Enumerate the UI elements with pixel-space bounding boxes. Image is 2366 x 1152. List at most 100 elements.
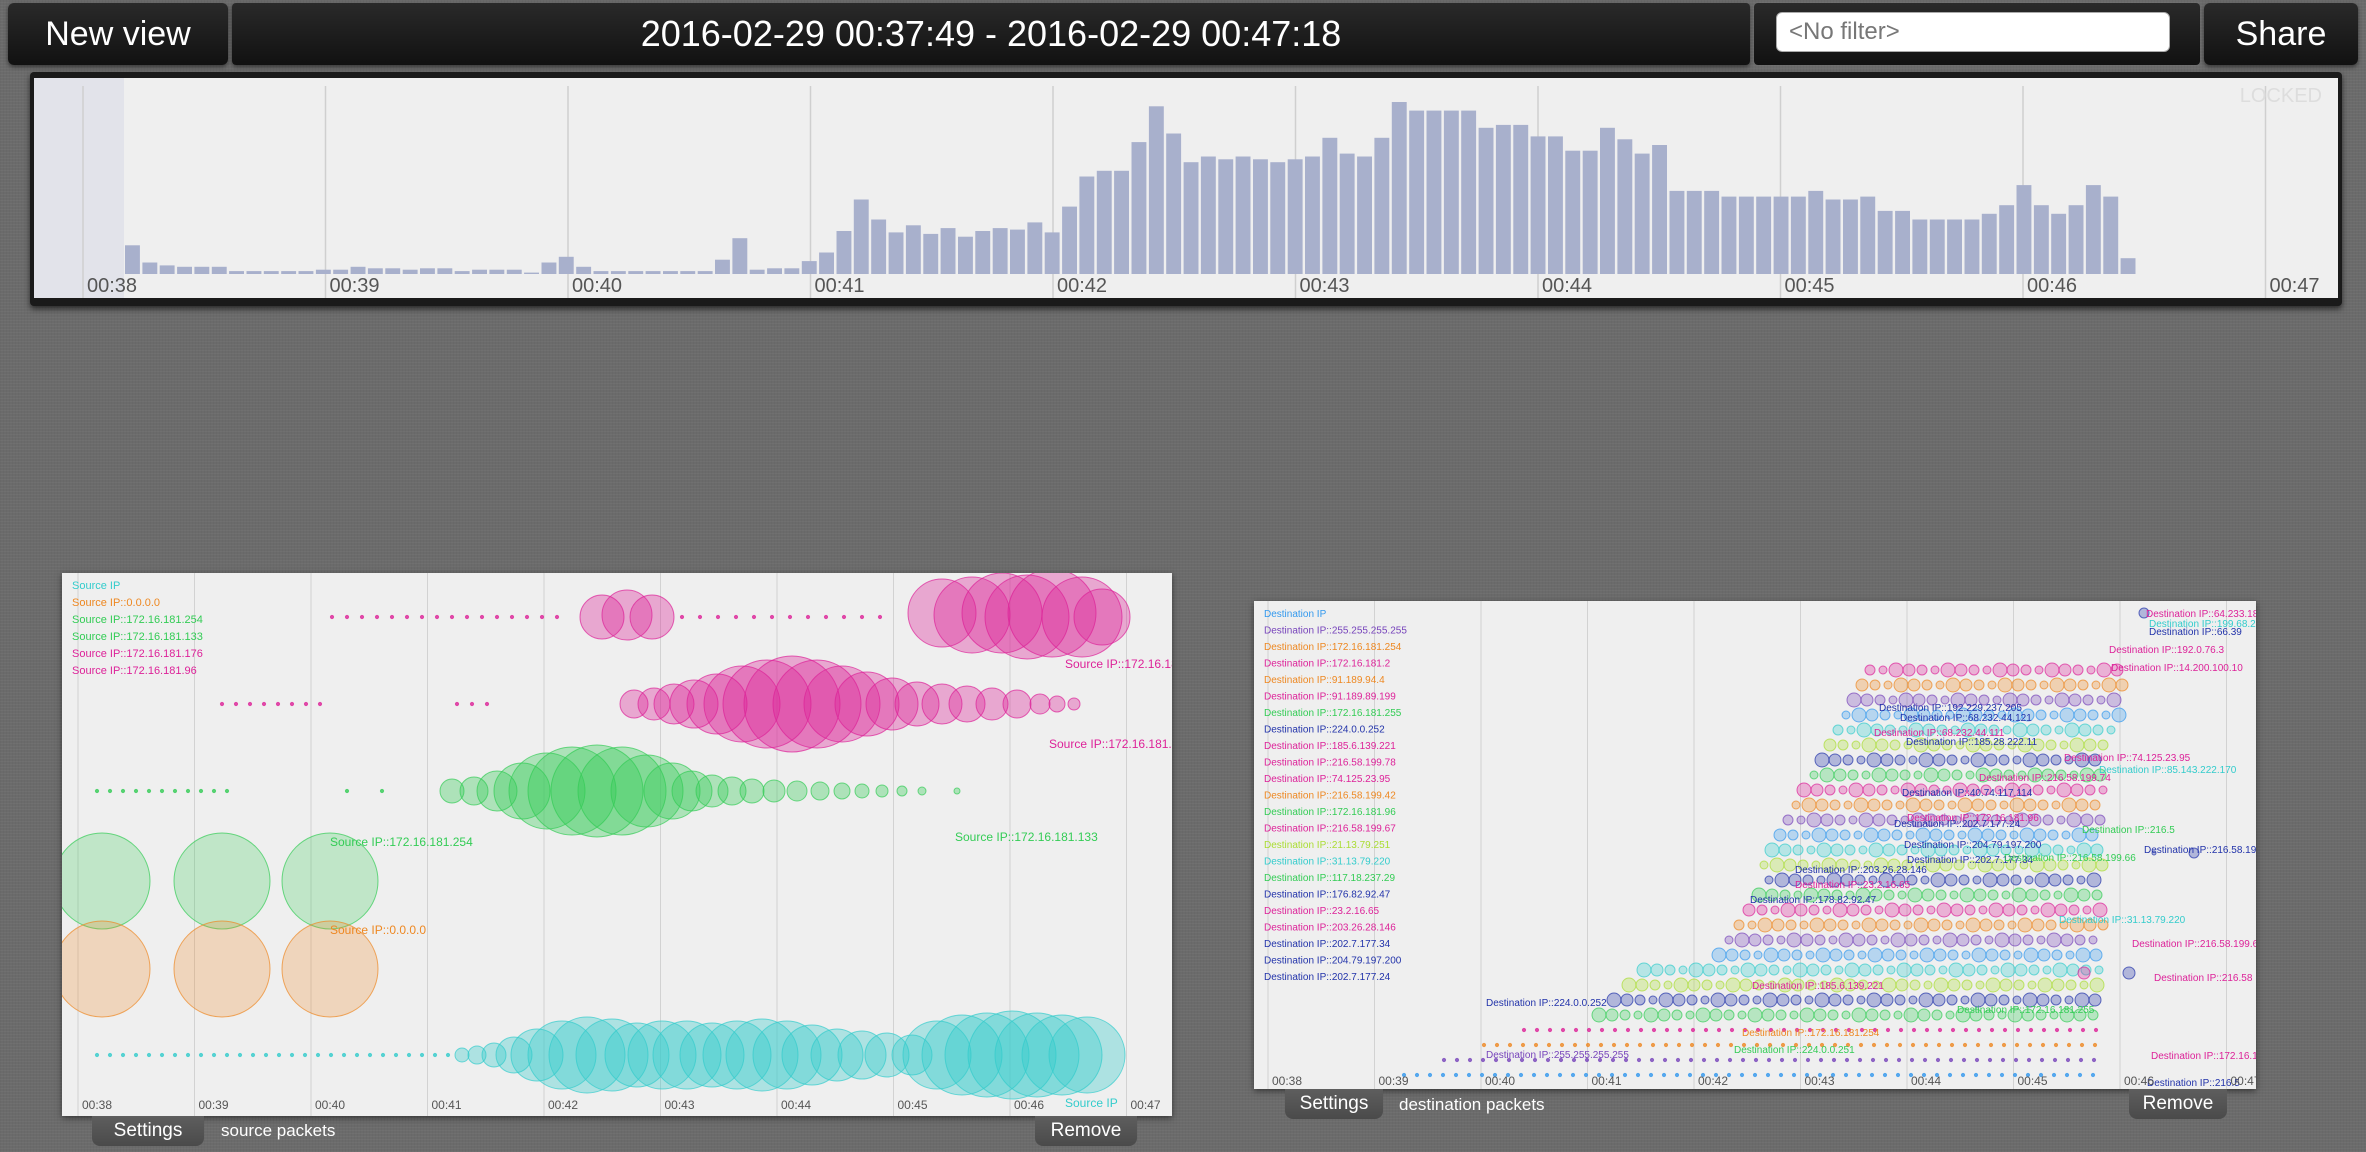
panel-tick-label: 00:38 — [82, 1098, 112, 1112]
timeline-bar — [2068, 205, 2084, 274]
data-bubble — [1954, 663, 1968, 677]
data-bubble — [1823, 918, 1837, 932]
data-bubble — [1945, 710, 1955, 720]
data-dot — [1677, 1027, 1683, 1033]
data-dot — [1687, 1072, 1693, 1078]
data-bubble — [2080, 813, 2094, 827]
data-bubble — [1946, 754, 1958, 766]
data-bubble — [810, 781, 830, 801]
data-bubble — [575, 1018, 649, 1092]
data-dot — [1674, 1072, 1680, 1078]
left-remove-button[interactable]: Remove — [1035, 1116, 1137, 1146]
data-bubble — [1716, 964, 1728, 976]
data-bubble — [2084, 784, 2096, 796]
data-bubble — [2030, 905, 2040, 915]
data-bubble — [1885, 768, 1899, 782]
data-dot — [1909, 1057, 1915, 1063]
legend-entry: Destination IP::176.82.92.47 — [1264, 890, 1391, 901]
data-dot — [1988, 1042, 1994, 1048]
data-dot — [2080, 1027, 2086, 1033]
data-bubble — [1948, 962, 1964, 978]
data-bubble — [1969, 708, 1983, 722]
data-bubble — [1907, 887, 1923, 903]
data-dot — [494, 614, 500, 620]
data-bubble — [1815, 798, 1829, 812]
series-annotation: Destination IP::216.58 — [2154, 973, 2253, 984]
new-view-button[interactable]: New view — [8, 3, 228, 65]
data-dot — [1518, 1072, 1524, 1078]
data-bubble — [1806, 812, 1822, 828]
filter-input[interactable] — [1776, 12, 2170, 52]
data-bubble — [1805, 979, 1817, 991]
data-bubble — [1843, 949, 1855, 961]
timeline-brush-selection[interactable] — [34, 78, 124, 298]
data-bubble — [1865, 708, 1879, 722]
series-annotation: Destination IP::216.5 — [2147, 1078, 2240, 1089]
data-bubble — [1970, 934, 1982, 946]
data-bubble — [1830, 843, 1844, 857]
data-dot — [224, 1052, 230, 1058]
data-bubble — [1747, 920, 1757, 930]
data-dot — [1882, 1072, 1888, 1078]
timeline-bar — [1895, 210, 1910, 274]
data-bubble — [1799, 1007, 1815, 1023]
data-dot — [1494, 1042, 1500, 1048]
share-button[interactable]: Share — [2204, 3, 2358, 65]
data-bubble — [1828, 993, 1842, 1007]
left-panel-title: source packets — [221, 1121, 336, 1140]
data-bubble — [1868, 875, 1878, 885]
data-bubble — [1999, 949, 2011, 961]
data-bubble — [1867, 798, 1881, 812]
data-bubble — [1972, 875, 1982, 885]
data-bubble — [1854, 874, 1866, 886]
data-bubble — [1922, 723, 1936, 737]
timeline-bar — [1704, 190, 1720, 274]
data-bubble — [2055, 769, 2067, 781]
timeline-chart[interactable]: 00:38 00:39 00:40 00:41 00:42 00:43 00:44 00:45… — [30, 72, 2342, 306]
left-settings-button[interactable]: Settings — [92, 1116, 204, 1146]
data-dot — [185, 788, 191, 794]
data-bubble — [1636, 962, 1652, 978]
data-bubble — [1889, 919, 1901, 931]
data-bubble — [2075, 798, 2089, 812]
data-bubble — [1955, 920, 1965, 930]
timeline-bar — [628, 271, 644, 274]
data-bubble — [1792, 962, 1808, 978]
data-bubble — [1841, 1010, 1851, 1020]
data-bubble — [627, 1020, 697, 1090]
data-bubble — [2078, 723, 2092, 737]
data-bubble — [2026, 723, 2040, 737]
data-bubble — [1880, 993, 1894, 1007]
data-bubble — [548, 1016, 626, 1094]
right-remove-button[interactable]: Remove — [2129, 1089, 2227, 1119]
data-bubble — [1907, 678, 1921, 692]
data-bubble — [1863, 827, 1879, 843]
data-dot — [146, 1052, 152, 1058]
data-bubble — [1904, 933, 1918, 947]
data-bubble — [1955, 740, 1965, 750]
series-annotation: Source IP::172.16.181.17 — [1049, 737, 1172, 751]
data-dot — [1688, 1057, 1694, 1063]
data-bubble — [1965, 770, 1975, 780]
data-dot — [1999, 1072, 2005, 1078]
data-bubble — [1965, 917, 1981, 933]
data-bubble — [1709, 1008, 1723, 1022]
data-bubble — [781, 1024, 843, 1086]
timeline-tick-label: 00:47 — [2270, 275, 2320, 297]
data-bubble — [1829, 948, 1843, 962]
data-bubble — [1939, 858, 1953, 872]
data-bubble — [739, 778, 765, 804]
data-dot — [275, 701, 281, 707]
data-bubble — [1894, 994, 1906, 1006]
data-bubble — [2002, 725, 2012, 735]
data-bubble — [1814, 752, 1830, 768]
data-bubble — [1970, 752, 1986, 768]
right-settings-button[interactable]: Settings — [1285, 1089, 1383, 1119]
data-bubble — [2018, 783, 2032, 797]
data-bubble — [1827, 1009, 1839, 1021]
data-bubble — [902, 1020, 972, 1090]
data-bubble — [1896, 844, 1908, 856]
data-bubble — [2098, 785, 2108, 795]
data-bubble — [1947, 978, 1961, 992]
data-bubble — [1810, 783, 1824, 797]
